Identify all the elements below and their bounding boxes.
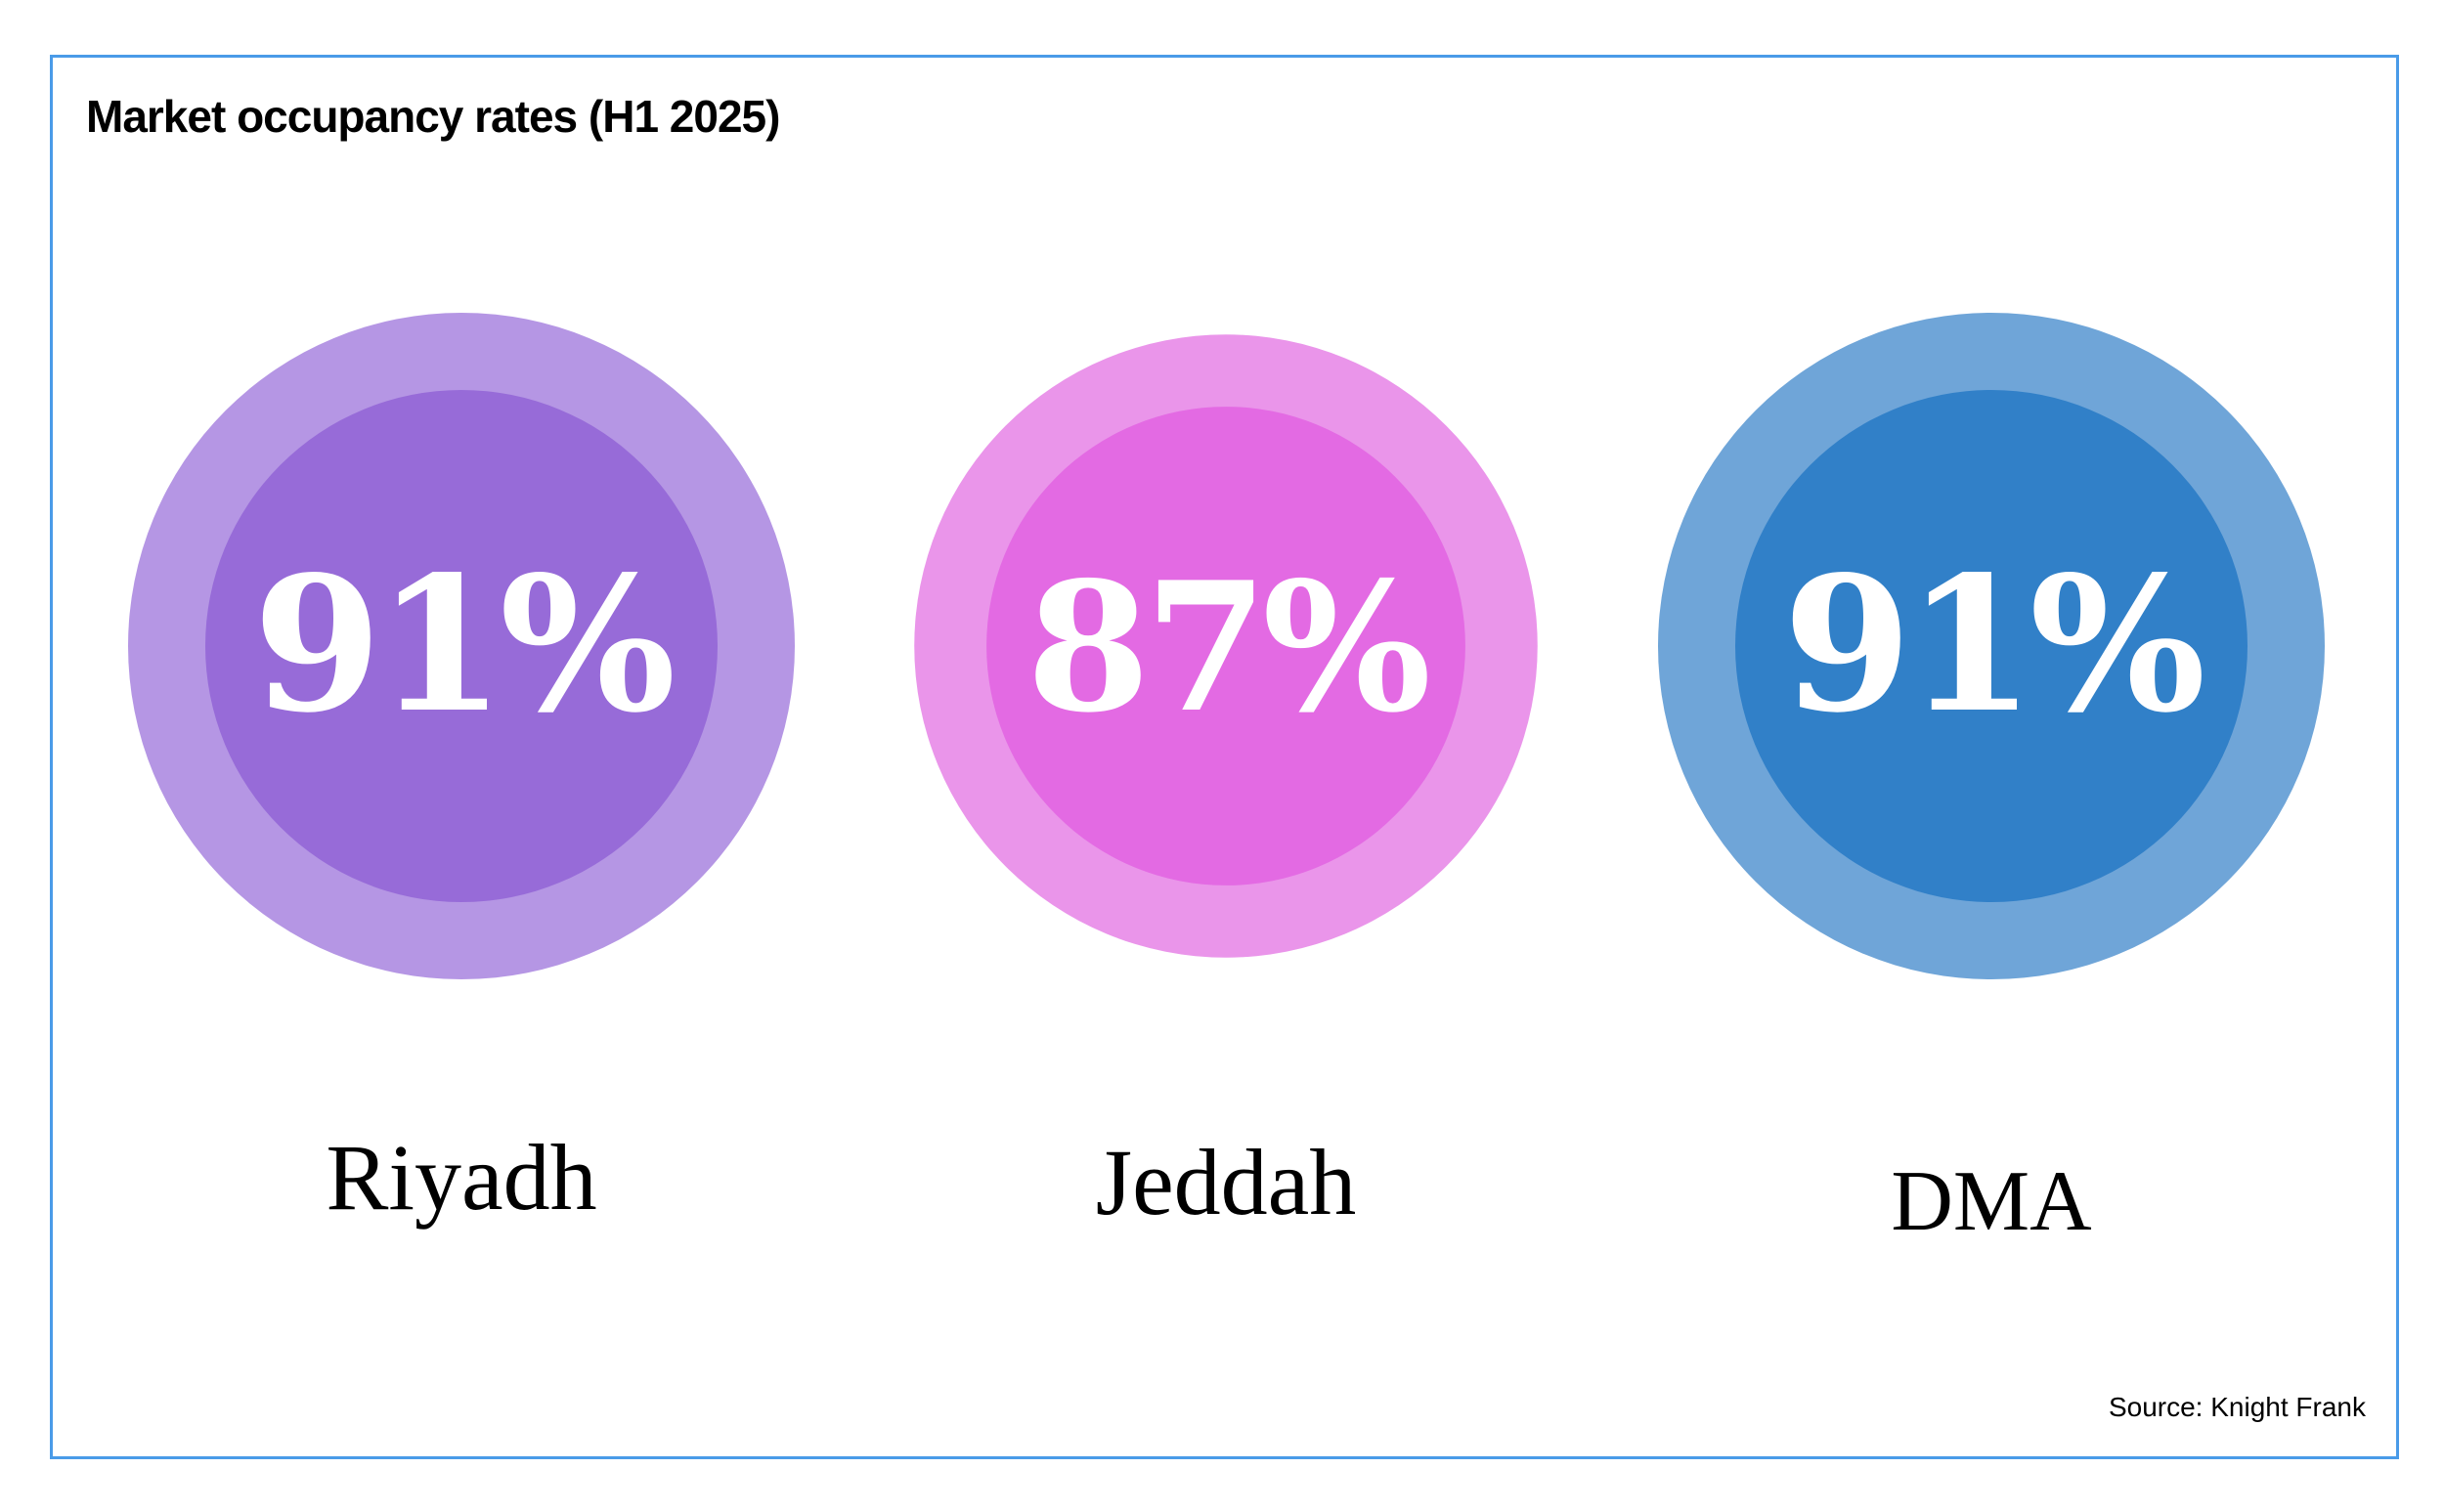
bubble-jeddah: 87% Jeddah [914,334,1538,1234]
inner-circle [205,390,718,902]
value-label: 91% [1783,536,2202,754]
category-label: DMA [1891,1154,2091,1249]
bubble-dma: 91% DMA [1658,313,2325,1249]
category-label: Jeddah [1096,1130,1357,1234]
value-label: 87% [1026,542,1427,752]
source-note: Source: Knight Frank [2108,1392,2366,1422]
inner-circle [986,407,1465,886]
chart-frame [50,55,2399,1459]
category-label: Riyadh [326,1125,596,1230]
inner-circle [1735,390,2248,902]
bubble-riyadh: 91% Riyadh [128,313,795,1230]
chart-title: Market occupancy rates (H1 2025) [86,91,780,142]
value-label: 91% [253,536,672,754]
